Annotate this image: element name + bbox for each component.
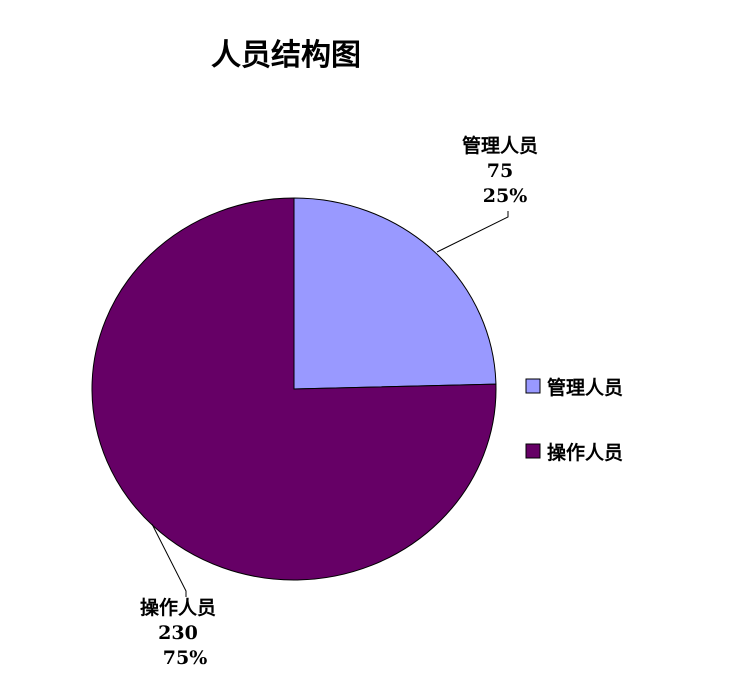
pie-slice-management bbox=[293, 197, 497, 390]
legend-swatch-operators bbox=[525, 443, 541, 459]
data-label-operators-value: 230 bbox=[158, 622, 198, 644]
leader-line-operators bbox=[151, 523, 187, 597]
pie-slices bbox=[91, 197, 497, 581]
chart-title: 人员结构图 bbox=[211, 38, 361, 73]
data-label-management-value: 75 bbox=[487, 160, 513, 182]
data-label-operators-percent: 75% bbox=[163, 647, 208, 669]
legend: 管理人员 操作人员 bbox=[525, 376, 623, 464]
legend-swatch-management bbox=[525, 378, 541, 394]
data-label-management-percent: 25% bbox=[483, 185, 528, 207]
legend-label-operators: 操作人员 bbox=[547, 441, 623, 464]
legend-label-management: 管理人员 bbox=[547, 376, 623, 399]
data-label-operators-name: 操作人员 bbox=[140, 596, 216, 619]
leader-line-management bbox=[436, 211, 509, 253]
data-label-management-name: 管理人员 bbox=[462, 134, 538, 157]
